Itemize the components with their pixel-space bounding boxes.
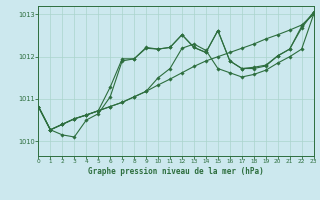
X-axis label: Graphe pression niveau de la mer (hPa): Graphe pression niveau de la mer (hPa)	[88, 167, 264, 176]
